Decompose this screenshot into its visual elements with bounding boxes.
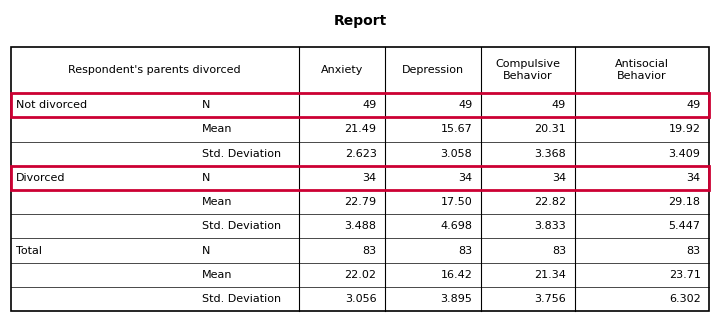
Text: Antisocial
Behavior: Antisocial Behavior [615,59,669,81]
Text: 22.82: 22.82 [534,197,566,207]
Text: Std. Deviation: Std. Deviation [202,149,281,159]
Text: Mean: Mean [202,197,232,207]
Text: 34: 34 [686,173,701,183]
Text: 21.49: 21.49 [345,124,377,134]
Text: 2.623: 2.623 [345,149,377,159]
Bar [11,166,709,190]
Text: 3.409: 3.409 [669,149,701,159]
Text: N: N [202,173,210,183]
Text: 83: 83 [686,246,701,256]
Text: 23.71: 23.71 [669,270,701,280]
Text: Mean: Mean [202,270,232,280]
Text: Total: Total [16,246,42,256]
Text: 5.447: 5.447 [669,221,701,231]
Text: 3.833: 3.833 [534,221,566,231]
Text: 29.18: 29.18 [669,197,701,207]
Text: 34: 34 [362,173,377,183]
Text: 3.488: 3.488 [345,221,377,231]
Text: Divorced: Divorced [16,173,66,183]
Text: 49: 49 [686,100,701,110]
Text: 3.756: 3.756 [534,294,566,304]
Text: 3.058: 3.058 [441,149,472,159]
Text: Mean: Mean [202,124,232,134]
Text: 49: 49 [552,100,566,110]
Text: Report: Report [333,14,387,28]
Text: Depression: Depression [402,65,464,75]
Text: 22.02: 22.02 [345,270,377,280]
Text: 83: 83 [552,246,566,256]
Text: 3.368: 3.368 [534,149,566,159]
Text: Compulsive
Behavior: Compulsive Behavior [495,59,560,81]
Text: 17.50: 17.50 [441,197,472,207]
Text: 6.302: 6.302 [669,294,701,304]
Text: 3.895: 3.895 [441,294,472,304]
Bar [11,93,709,117]
Text: Respondent's parents divorced: Respondent's parents divorced [68,65,241,75]
Text: 49: 49 [362,100,377,110]
Text: 83: 83 [458,246,472,256]
Text: Anxiety: Anxiety [321,65,363,75]
Text: 20.31: 20.31 [534,124,566,134]
Text: 19.92: 19.92 [669,124,701,134]
Text: Std. Deviation: Std. Deviation [202,294,281,304]
Text: 49: 49 [458,100,472,110]
Text: 34: 34 [552,173,566,183]
Text: 15.67: 15.67 [441,124,472,134]
Text: Std. Deviation: Std. Deviation [202,221,281,231]
Text: N: N [202,246,210,256]
Bar [11,47,709,311]
Text: 3.056: 3.056 [345,294,377,304]
Text: N: N [202,100,210,110]
Text: 34: 34 [458,173,472,183]
Text: 83: 83 [362,246,377,256]
Text: 21.34: 21.34 [534,270,566,280]
Text: 4.698: 4.698 [441,221,472,231]
Text: Not divorced: Not divorced [16,100,87,110]
Text: 22.79: 22.79 [344,197,377,207]
Text: 16.42: 16.42 [441,270,472,280]
